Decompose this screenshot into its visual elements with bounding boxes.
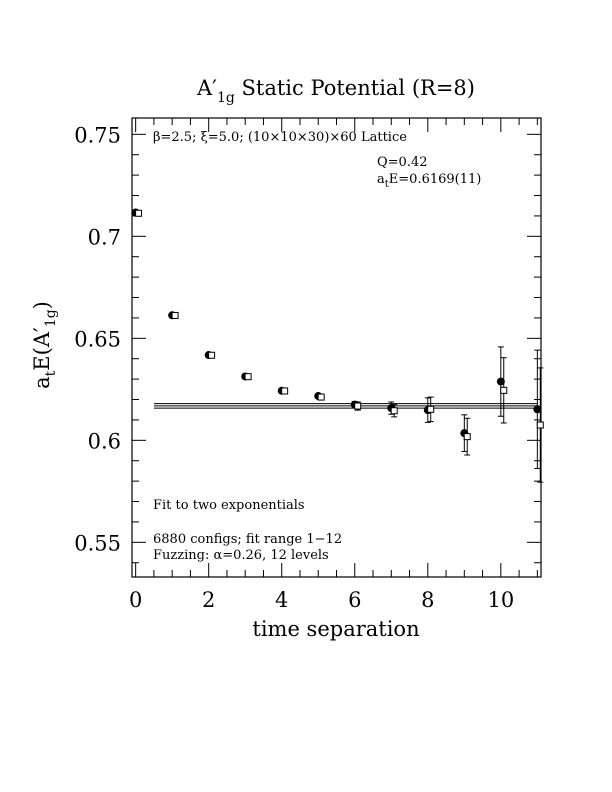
axis-ticks — [132, 118, 541, 577]
y-tick-label: 0.6 — [88, 429, 121, 453]
x-tick-label: 4 — [275, 588, 288, 612]
data-point-square — [354, 402, 362, 410]
x-tick-label: 0 — [129, 588, 142, 612]
chart-title: A′1g Static Potential (R=8) — [196, 76, 475, 106]
data-points — [131, 208, 544, 483]
data-point-square — [463, 433, 471, 441]
data-point-square — [536, 421, 544, 429]
data-point-square — [500, 386, 508, 394]
data-point-square — [390, 407, 398, 415]
fit-annotation: Fit to two exponentials — [153, 498, 305, 513]
data-point-square — [281, 387, 289, 395]
configs-annotation: 6880 configs; fit range 1−12 — [153, 532, 342, 547]
x-tick-label: 8 — [421, 588, 434, 612]
y-tick-label: 0.7 — [88, 225, 121, 249]
data-point-square — [171, 311, 179, 319]
x-axis-title: time separation — [252, 617, 419, 641]
x-tick-label: 6 — [348, 588, 361, 612]
y-tick-label: 0.55 — [74, 531, 121, 555]
y-tick-label: 0.65 — [74, 327, 121, 351]
x-tick-label: 10 — [487, 588, 514, 612]
lattice-annotation: β=2.5; ξ=5.0; (10×10×30)×60 Lattice — [153, 130, 407, 145]
data-point-circle — [496, 377, 505, 386]
y-axis-title: atE(A′1g) — [30, 301, 59, 389]
data-point-square — [317, 393, 325, 401]
energy-annotation: atE=0.6169(11) — [377, 172, 481, 190]
y-tick-label: 0.75 — [74, 123, 121, 147]
svg-text:atE(A′1g): atE(A′1g) — [30, 301, 59, 389]
data-point-square — [208, 351, 216, 359]
fuzzing-annotation: Fuzzing: α=0.26, 12 levels — [153, 548, 329, 563]
data-point-square — [244, 373, 252, 381]
data-point-circle — [533, 405, 542, 414]
axis-tick-labels: 0 2 4 6 8 10 0.55 0.6 0.65 0.7 0.75 — [74, 123, 514, 612]
x-tick-label: 2 — [202, 588, 215, 612]
data-point-square — [135, 209, 143, 217]
data-point-square — [427, 405, 435, 413]
q-annotation: Q=0.42 — [377, 155, 428, 170]
fit-band — [153, 403, 538, 409]
